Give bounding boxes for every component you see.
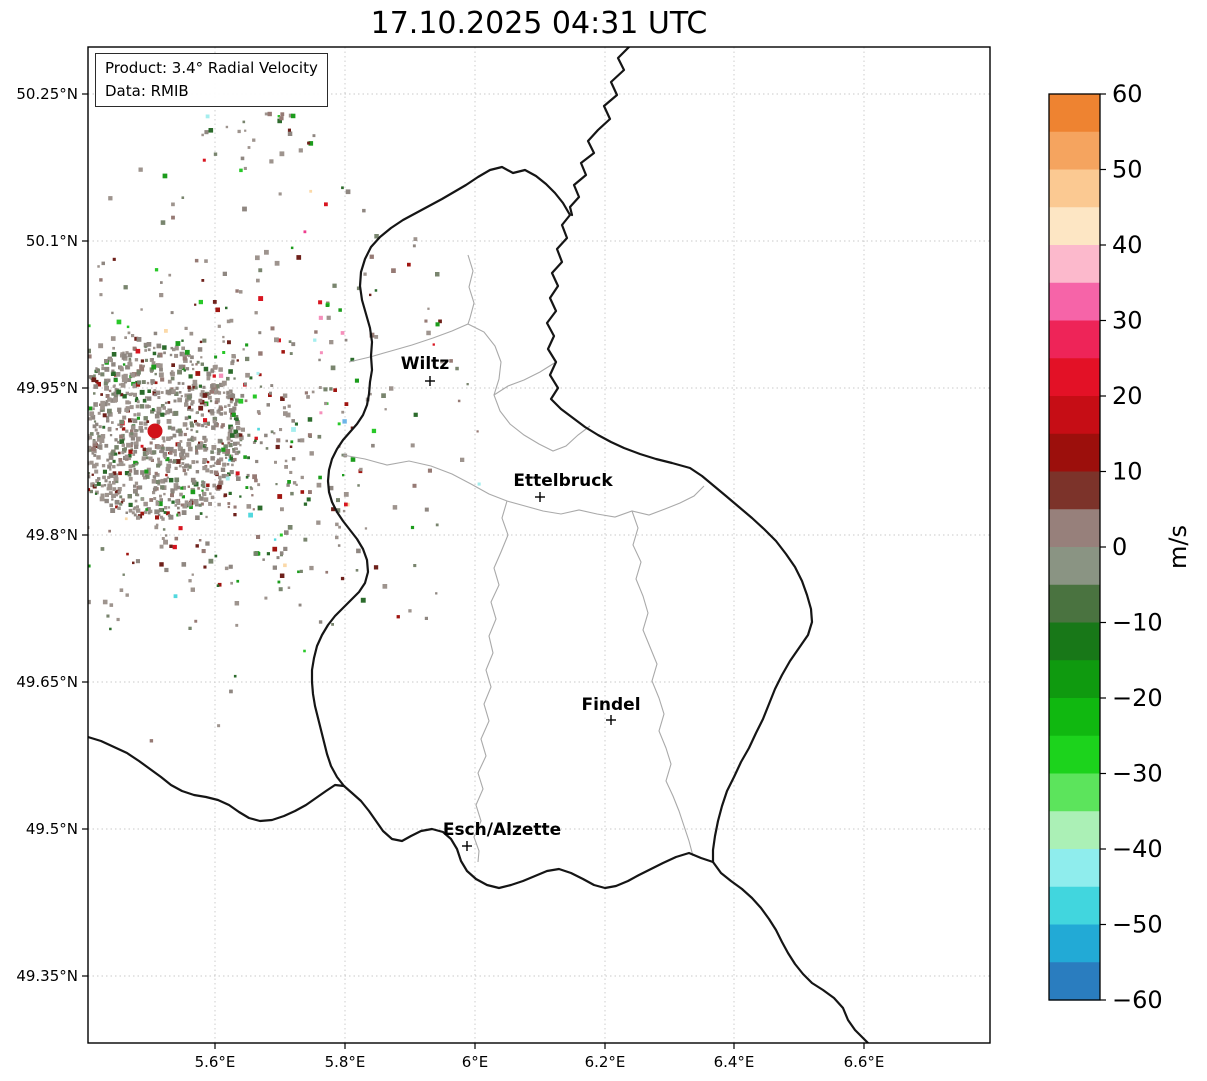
colorbar-band	[1049, 660, 1100, 699]
colorbar-band	[1049, 94, 1100, 133]
colorbar-unit-label: m/s	[1164, 525, 1192, 569]
colorbar-tick-label: 30	[1112, 307, 1143, 335]
colorbar-band	[1049, 962, 1100, 1001]
colorbar-tick-label: 20	[1112, 382, 1143, 410]
y-tick-label: 49.95°N	[16, 379, 78, 397]
y-tick-label: 49.5°N	[26, 820, 78, 838]
colorbar-band	[1049, 698, 1100, 737]
colorbar-band	[1049, 924, 1100, 963]
x-tick-label: 6.2°E	[585, 1053, 626, 1071]
colorbar-band	[1049, 735, 1100, 775]
city-label: Ettelbruck	[513, 471, 613, 491]
colorbar-band	[1049, 547, 1100, 586]
page-title: 17.10.2025 04:31 UTC	[370, 6, 708, 41]
colorbar-band	[1049, 584, 1100, 624]
product-line: Product: 3.4° Radial Velocity	[105, 59, 318, 77]
data-source-line: Data: RMIB	[105, 81, 189, 100]
radar-echo-field	[88, 111, 481, 743]
city-label: Findel	[581, 695, 640, 715]
colorbar-tick-label: −40	[1112, 835, 1163, 863]
colorbar-band	[1049, 622, 1100, 661]
colorbar-band	[1049, 131, 1100, 171]
colorbar-band	[1049, 396, 1100, 435]
colorbar-band	[1049, 509, 1100, 548]
colorbar-band	[1049, 471, 1100, 510]
city-label: Wiltz	[401, 354, 450, 374]
y-tick-label: 49.35°N	[16, 967, 78, 985]
colorbar-band	[1049, 886, 1100, 926]
colorbar-band	[1049, 773, 1100, 812]
product-info-box: Product: 3.4° Radial Velocity Data: RMIB	[95, 53, 328, 107]
colorbar-tick-label: 60	[1112, 80, 1143, 108]
colorbar-tick-label: −30	[1112, 760, 1163, 788]
colorbar-tick-label: 10	[1112, 458, 1143, 486]
plot-background	[88, 47, 990, 1043]
city-label: Esch/Alzette	[443, 820, 561, 840]
colorbar-band	[1049, 245, 1100, 284]
cities: Wiltz Ettelbruck Findel Esch/Alzette	[401, 354, 641, 851]
axis-ticks: 5.6°E 5.8°E 6°E 6.2°E 6.4°E 6.6°E 50.25°N 50.1°…	[16, 85, 884, 1071]
colorbar-band	[1049, 358, 1100, 397]
y-tick-label: 49.8°N	[26, 526, 78, 544]
x-tick-label: 6.4°E	[714, 1053, 755, 1071]
x-tick-label: 6°E	[462, 1053, 489, 1071]
colorbar-band	[1049, 207, 1100, 246]
y-tick-label: 49.65°N	[16, 673, 78, 691]
colorbar-band	[1049, 433, 1100, 473]
colorbar-band	[1049, 282, 1100, 322]
y-tick-label: 50.25°N	[16, 85, 78, 103]
x-tick-label: 5.6°E	[195, 1053, 236, 1071]
x-tick-label: 6.6°E	[844, 1053, 885, 1071]
colorbar-tick-label: 50	[1112, 156, 1143, 184]
colorbar-tick-label: −10	[1112, 609, 1163, 637]
colorbar-tick-label: 0	[1112, 533, 1127, 561]
colorbar-tick-label: −20	[1112, 684, 1163, 712]
colorbar-tick-label: −60	[1112, 986, 1163, 1014]
colorbar-tick-label: −50	[1112, 911, 1163, 939]
regional-borders	[342, 254, 705, 863]
radar-site-dot	[147, 423, 163, 439]
colorbar-band	[1049, 849, 1100, 888]
x-tick-label: 5.8°E	[325, 1053, 366, 1071]
gridlines	[88, 47, 990, 1043]
colorbar-band	[1049, 811, 1100, 850]
colorbar-band	[1049, 320, 1100, 359]
y-tick-label: 50.1°N	[26, 232, 78, 250]
colorbar: 60 50 40 30 20 10 0 −10 −20 −30 −40 −50 −60 m/s	[1048, 80, 1192, 1014]
colorbar-band	[1049, 169, 1100, 208]
colorbar-tick-label: 40	[1112, 231, 1143, 259]
plot-border	[87, 46, 991, 1044]
national-borders	[88, 47, 870, 1043]
